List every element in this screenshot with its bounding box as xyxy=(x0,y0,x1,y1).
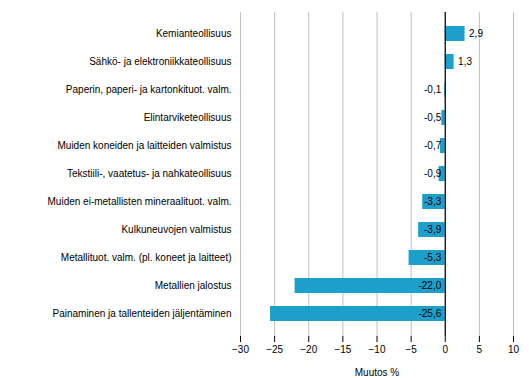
svg-text:5: 5 xyxy=(477,344,483,355)
svg-text:-3,3: -3,3 xyxy=(424,196,442,207)
svg-text:0: 0 xyxy=(442,344,448,355)
svg-text:−5: −5 xyxy=(405,344,417,355)
svg-text:-0,7: -0,7 xyxy=(424,140,442,151)
svg-text:−15: −15 xyxy=(334,344,351,355)
svg-text:Muiden ei-metallisten mineraal: Muiden ei-metallisten mineraalituot. val… xyxy=(48,196,232,207)
svg-text:Elintarviketeollisuus: Elintarviketeollisuus xyxy=(144,112,232,123)
svg-text:-0,9: -0,9 xyxy=(424,168,442,179)
svg-text:-0,1: -0,1 xyxy=(424,84,442,95)
svg-text:2,9: 2,9 xyxy=(469,28,483,39)
svg-text:Sähkö- ja elektroniikkateollis: Sähkö- ja elektroniikkateollisuus xyxy=(89,56,231,67)
svg-text:Tekstiili-, vaatetus- ja nahka: Tekstiili-, vaatetus- ja nahkateollisuus xyxy=(67,168,232,179)
svg-text:-5,3: -5,3 xyxy=(424,252,442,263)
svg-text:-3,9: -3,9 xyxy=(424,224,442,235)
svg-text:1,3: 1,3 xyxy=(458,56,472,67)
svg-text:−10: −10 xyxy=(369,344,386,355)
svg-text:−20: −20 xyxy=(300,344,317,355)
svg-text:Muutos %: Muutos % xyxy=(355,367,400,378)
svg-text:Kulkuneuvojen valmistus: Kulkuneuvojen valmistus xyxy=(121,224,231,235)
svg-text:-22,0: -22,0 xyxy=(418,280,441,291)
svg-text:−30: −30 xyxy=(232,344,249,355)
svg-text:10: 10 xyxy=(508,344,520,355)
svg-text:Metallien jalostus: Metallien jalostus xyxy=(155,280,232,291)
svg-text:−25: −25 xyxy=(266,344,283,355)
svg-text:Kemianteollisuus: Kemianteollisuus xyxy=(156,28,232,39)
svg-text:Metallituot. valm. (pl. koneet: Metallituot. valm. (pl. koneet ja laitte… xyxy=(61,252,232,263)
svg-text:-0,5: -0,5 xyxy=(424,112,442,123)
svg-text:Paperin, paperi- ja kartonkitu: Paperin, paperi- ja kartonkituot. valm. xyxy=(66,84,232,95)
svg-text:Painaminen ja tallenteiden jäl: Painaminen ja tallenteiden jäljentäminen xyxy=(52,308,231,319)
svg-text:-25,6: -25,6 xyxy=(418,308,441,319)
svg-text:Muiden koneiden ja laitteiden: Muiden koneiden ja laitteiden valmistus xyxy=(58,140,232,151)
